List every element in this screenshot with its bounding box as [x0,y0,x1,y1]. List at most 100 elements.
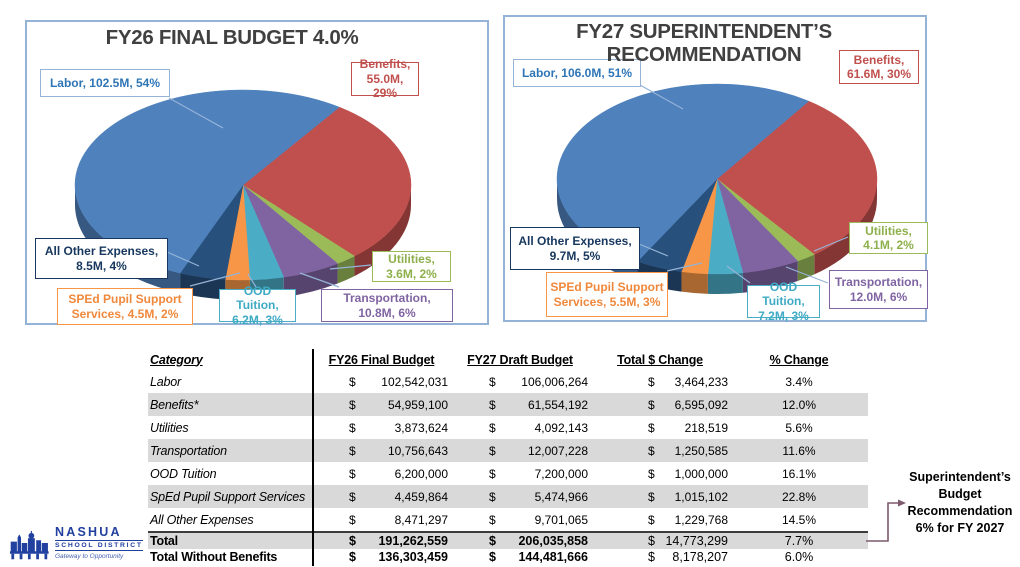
label-leader-line [189,272,241,287]
currency-symbol: $ [349,420,356,435]
superintendent-recommendation-note: Superintendent’s Budget Recommendation 6% f… [907,470,1013,535]
amount-value: 102,542,031 [381,374,448,389]
table-header-row: Category FY26 Final Budget FY27 Draft Budg… [148,349,868,370]
table-cell-amount: $14,773,299 [590,533,730,549]
table-cell-amount: $191,262,559 [313,533,450,549]
table-row: SpEd Pupil Support Services $4,459,864 $5,… [148,485,868,508]
table-cell-amount: $106,006,264 [450,370,590,393]
amount-value: 144,481,666 [518,550,588,564]
table-cell-category: Total [150,534,178,548]
currency-symbol: $ [489,466,496,481]
currency-symbol: $ [349,534,356,548]
pie-callout-label-ood-tuition: OOD Tuition, 7.2M, 3% [747,280,820,323]
header-fy26: FY26 Final Budget [328,352,435,367]
table-cell-pct: 16.1% [781,466,817,481]
fy26-chart-title: FY26 FINAL BUDGET 4.0% [105,26,359,49]
table-cell-amount: $54,959,100 [313,393,450,416]
logo-tagline: Gateway to Opportunity [55,553,124,560]
table-cell-category: Benefits* [150,397,199,412]
label-leader-line [639,84,684,110]
table-cell-amount: $7,200,000 [450,462,590,485]
fy27-chart-title: FY27 SUPERINTENDENT’S RECOMMENDATION [576,20,832,66]
currency-symbol: $ [489,550,496,564]
pie-callout-label-labor: Labor, 106.0M, 51% [513,59,641,87]
table-cell-amount: $4,459,864 [313,485,450,508]
currency-symbol: $ [648,550,655,564]
amount-value: 3,873,624 [394,420,448,435]
currency-symbol: $ [349,443,356,458]
header-category: Category [150,352,203,367]
table-row: All Other Expenses $8,471,297 $9,701,065 $1… [148,508,868,531]
currency-symbol: $ [648,443,655,458]
pie-slice-side-benefits [814,179,877,275]
logo-district-name: NASHUA [55,525,122,539]
pie-slice-benefits [242,106,412,257]
currency-symbol: $ [489,397,496,412]
pie-callout-label-labor: Labor, 102.5M, 54% [40,69,170,97]
pie-callout-label-ood-tuition: OOD Tuition, 6.2M, 3% [219,284,296,327]
label-leader-line [666,262,703,272]
amount-value: 4,092,143 [534,420,588,435]
amount-value: 9,701,065 [534,512,588,527]
nashua-school-district-logo: NASHUA SCHOOL DISTRICT Gateway to Opport… [10,521,143,565]
amount-value: 218,519 [684,420,728,435]
pie-callout-label-sped-pupil-support-services: SPEd Pupil Support Services, 4.5M, 2% [57,288,193,325]
table-cell-amount: $8,471,297 [313,508,450,531]
label-leader-line [813,236,849,252]
table-cell-amount: $61,554,192 [450,393,590,416]
table-cell-category: Transportation [150,443,227,458]
table-cell-amount: $10,756,643 [313,439,450,462]
fy26-budget-chart-panel: FY26 FINAL BUDGET 4.0% Labor, 102.5M, 54… [25,20,489,327]
amount-value: 7,200,000 [534,466,588,481]
table-cell-pct: 5.6% [785,420,813,435]
currency-symbol: $ [648,466,655,481]
table-cell-amount: $144,481,666 [450,549,590,565]
amount-value: 10,756,643 [387,443,448,458]
table-cell-amount: $12,007,228 [450,439,590,462]
table-cell-pct: 12.0% [781,397,817,412]
table-cell-amount: $136,303,459 [313,549,450,565]
pie-slice-side-ood-tuition [707,272,743,294]
annotation-arrow [866,499,906,542]
table-cell-pct: 14.5% [781,512,817,527]
amount-value: 61,554,192 [527,397,588,412]
currency-symbol: $ [349,466,356,481]
header-total-change: Total $ Change [617,352,703,367]
pie-slice-side-benefits [354,185,411,277]
pie-slice-side-transportation [742,261,798,293]
amount-value: 6,595,092 [674,397,728,412]
table-cell-category: Total Without Benefits [150,550,278,564]
label-leader-line [726,265,751,284]
table-row: Transportation $10,756,643 $12,007,228 $1,2… [148,439,868,462]
table-cell-pct: 22.8% [781,489,817,504]
table-cell-amount: $6,595,092 [590,393,730,416]
amount-value: 206,035,858 [518,534,588,548]
currency-symbol: $ [489,443,496,458]
pie-callout-label-all-other-expenses: All Other Expenses, 8.5M, 4% [35,238,168,279]
amount-value: 4,459,864 [394,489,448,504]
amount-value: 1,000,000 [674,466,728,481]
label-leader-line [166,251,200,267]
currency-symbol: $ [489,512,496,527]
table-cell-category: OOD Tuition [150,466,217,481]
table-total-row: Total Without Benefits $136,303,459 $144,4… [148,549,868,565]
amount-value: 54,959,100 [387,397,448,412]
table-cell-amount: $8,178,207 [590,549,730,565]
amount-value: 12,007,228 [527,443,588,458]
amount-value: 8,178,207 [672,550,728,564]
table-cell-amount: $102,542,031 [313,370,450,393]
currency-symbol: $ [648,374,655,389]
table-cell-amount: $1,000,000 [590,462,730,485]
table-cell-category: Utilities [150,420,189,435]
currency-symbol: $ [648,534,655,548]
pie-callout-label-benefits: Benefits, 61.6M, 30% [839,50,919,84]
currency-symbol: $ [349,397,356,412]
label-leader-line [299,272,340,288]
pie-slice-side-sped-pupil-support-services [681,271,708,294]
currency-symbol: $ [349,512,356,527]
pie-callout-label-benefits: Benefits, 55.0M, 29% [351,57,419,100]
logo-subtitle: SCHOOL DISTRICT [55,540,143,551]
currency-symbol: $ [489,489,496,504]
amount-value: 1,250,585 [674,443,728,458]
